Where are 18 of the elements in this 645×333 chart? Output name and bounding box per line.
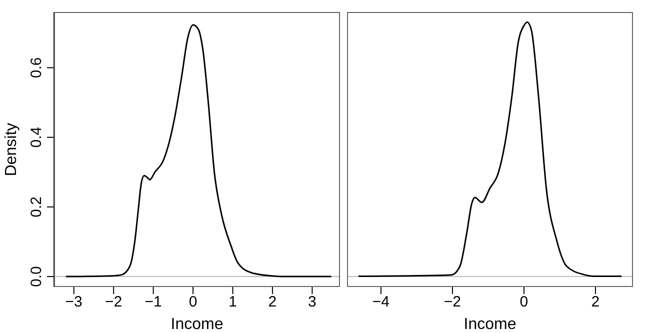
x-tick-label: 0 <box>520 294 528 311</box>
y-tick-label: 0.2 <box>28 196 45 218</box>
x-tick-label: 2 <box>591 294 600 311</box>
x-axis-title: Income <box>464 316 516 333</box>
x-tick-label: −1 <box>144 294 162 311</box>
x-tick-label: 1 <box>228 294 237 311</box>
x-tick-label: −2 <box>105 294 122 311</box>
x-axis-title: Income <box>170 316 224 333</box>
y-axis-title: Density <box>3 122 20 176</box>
x-tick-label: 3 <box>308 294 316 311</box>
x-tick-label: −4 <box>372 294 390 311</box>
y-tick-label: 0.4 <box>28 126 45 148</box>
x-tick-label: 2 <box>268 294 277 311</box>
y-tick-label: 0.6 <box>28 57 45 78</box>
x-tick-label: 0 <box>188 294 198 311</box>
x-tick-label: −2 <box>444 294 462 311</box>
y-tick-label: 0.0 <box>28 266 45 287</box>
x-tick-label: −3 <box>65 294 82 311</box>
